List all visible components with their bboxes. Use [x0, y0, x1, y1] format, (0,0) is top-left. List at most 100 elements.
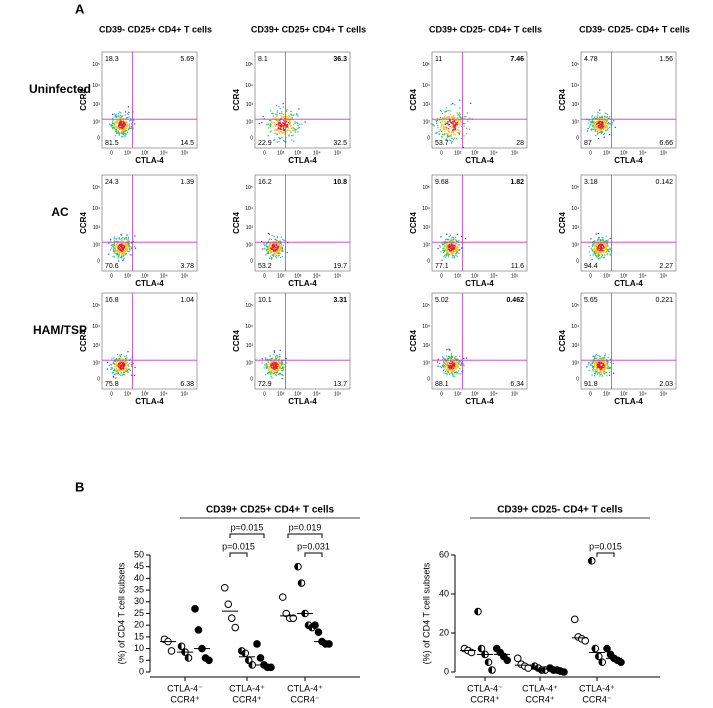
- event-dot: [601, 239, 603, 241]
- event-dot: [116, 373, 118, 375]
- event-dot: [599, 368, 601, 370]
- event-dot: [592, 367, 594, 369]
- event-dot: [456, 120, 458, 122]
- event-dot: [126, 245, 128, 247]
- x-tick-label: 10⁵: [334, 150, 342, 156]
- x-tick-label: 10³: [141, 391, 149, 397]
- event-dot: [607, 250, 609, 252]
- event-dot: [601, 129, 603, 131]
- event-dot: [591, 242, 594, 244]
- event-dot: [445, 139, 447, 141]
- event-dot: [116, 360, 118, 363]
- x-axis-label: CTLA-4: [135, 397, 164, 406]
- event-dot: [586, 130, 588, 132]
- event-dot: [282, 132, 284, 134]
- event-dot: [594, 130, 597, 132]
- event-dot: [608, 367, 610, 370]
- event-dot: [594, 372, 596, 375]
- event-dot: [118, 369, 120, 371]
- x-tick-label: 10⁵: [334, 391, 342, 397]
- x-tick-label: 0: [440, 391, 443, 397]
- x-tick-label: 10³: [620, 150, 628, 156]
- event-dot: [606, 361, 608, 363]
- event-dot: [455, 367, 457, 370]
- event-dot: [110, 247, 112, 249]
- event-dot: [126, 367, 128, 369]
- x-tick-label: 10³: [471, 273, 479, 279]
- event-dot: [269, 242, 271, 244]
- event-dot: [121, 360, 123, 362]
- event-dot: [454, 366, 456, 368]
- event-dot: [445, 115, 447, 117]
- x-tick-label: 10²: [603, 391, 611, 397]
- event-dot: [445, 117, 447, 119]
- event-dot: [595, 124, 597, 126]
- event-dot: [134, 366, 136, 369]
- x-tick-label: 10⁵: [511, 273, 519, 279]
- event-dot: [132, 362, 135, 365]
- event-dot: [114, 252, 116, 255]
- y-tick-label: 10²: [423, 360, 431, 366]
- event-dot: [612, 372, 615, 374]
- event-dot: [121, 237, 123, 240]
- event-dot: [597, 111, 599, 113]
- y-tick-label: 10⁵: [245, 303, 253, 309]
- event-dot: [600, 369, 602, 371]
- event-dot: [129, 249, 131, 251]
- event-dot: [112, 363, 114, 365]
- event-dot: [596, 248, 598, 250]
- event-dot: [452, 373, 454, 375]
- event-dot: [121, 127, 123, 129]
- event-dot: [127, 368, 129, 370]
- event-dot: [604, 357, 606, 359]
- event-dot: [117, 371, 119, 373]
- event-dot: [115, 365, 118, 367]
- x-axis-label: CTLA-4: [465, 156, 494, 165]
- x-tick-label: 10³: [620, 273, 628, 279]
- event-dot: [444, 365, 447, 368]
- dot-fill: [178, 642, 182, 650]
- event-dot: [597, 243, 600, 245]
- x-axis-label: CTLA-4: [465, 397, 494, 406]
- event-dot: [278, 242, 280, 244]
- event-dot: [598, 254, 601, 256]
- event-dot: [122, 358, 125, 360]
- event-dot: [125, 125, 128, 127]
- event-dot: [282, 374, 284, 376]
- event-dot: [452, 247, 454, 249]
- event-dot: [593, 123, 595, 125]
- event-dot: [443, 242, 445, 245]
- event-dot: [280, 246, 282, 248]
- event-dot: [456, 372, 458, 374]
- event-dot: [297, 124, 299, 127]
- event-dot: [281, 256, 283, 258]
- event-dot: [271, 245, 274, 247]
- quadrant-value: 22.9: [258, 140, 272, 147]
- event-dot: [588, 362, 590, 364]
- x-axis-label: CTLA-4: [614, 156, 643, 165]
- event-dot: [450, 370, 452, 372]
- event-dot: [607, 248, 610, 250]
- event-dot: [449, 140, 452, 142]
- event-dot: [602, 254, 604, 257]
- event-dot: [271, 247, 273, 249]
- event-dot: [600, 365, 602, 368]
- event-dot: [121, 256, 123, 259]
- event-dot: [113, 240, 116, 242]
- event-dot: [444, 248, 446, 250]
- event-dot: [605, 364, 607, 366]
- event-dot: [456, 358, 458, 361]
- event-dot: [294, 128, 296, 130]
- event-dot: [124, 135, 126, 137]
- event-dot: [277, 255, 279, 257]
- event-dot: [270, 110, 272, 112]
- event-dot: [274, 371, 276, 374]
- quadrant-value: 11.6: [511, 263, 524, 270]
- event-dot: [132, 241, 135, 243]
- event-dot: [114, 249, 116, 251]
- event-dot: [267, 373, 269, 375]
- event-dot: [435, 132, 437, 135]
- event-dot: [287, 126, 289, 129]
- event-dot: [121, 121, 123, 123]
- event-dot: [274, 244, 276, 246]
